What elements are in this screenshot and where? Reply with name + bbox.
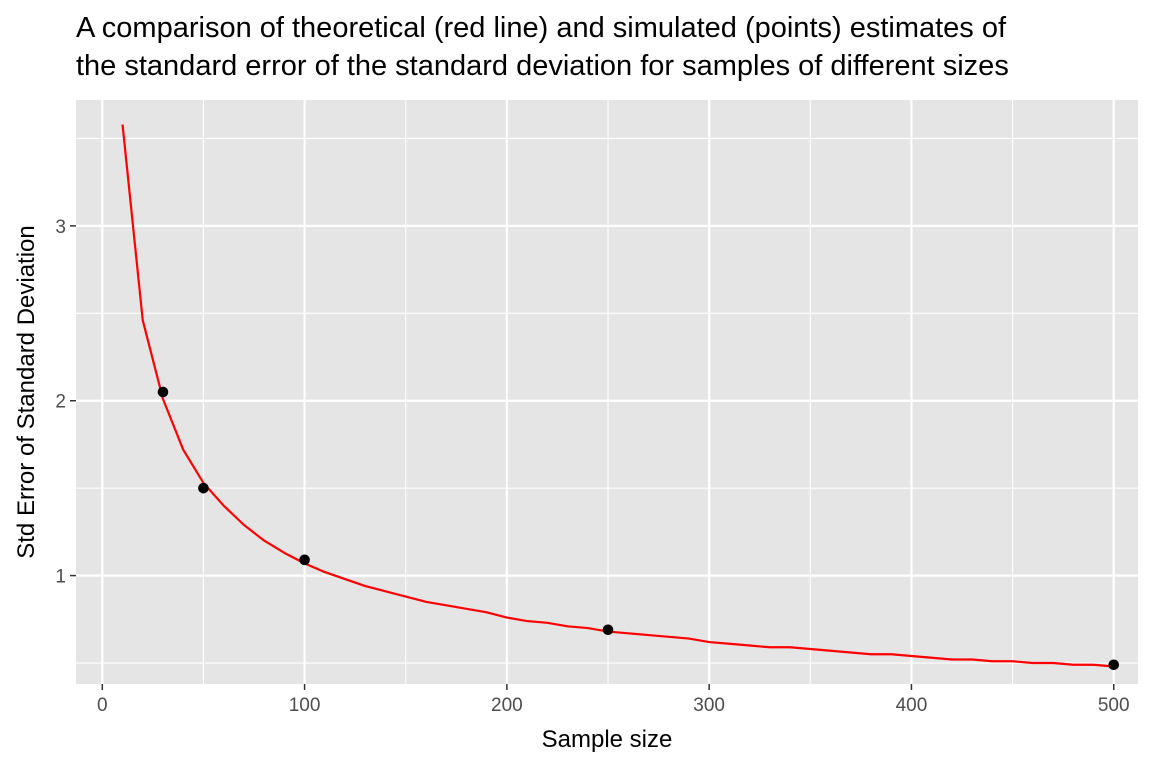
y-tick-label: 2 — [55, 392, 66, 413]
major-gridlines — [76, 100, 1138, 684]
simulated-point — [602, 624, 614, 636]
plot-panel — [76, 100, 1138, 684]
x-tick-label: 400 — [896, 695, 928, 716]
simulated-point — [198, 482, 209, 494]
chart-title-line-2: the standard error of the standard devia… — [76, 50, 1009, 82]
x-tick-label: 0 — [97, 695, 108, 716]
simulated-point — [157, 386, 169, 398]
simulated-point — [1108, 659, 1120, 671]
x-tick-label: 100 — [289, 695, 321, 716]
y-tick-label: 1 — [55, 567, 66, 588]
theoretical-line — [121, 124, 1114, 668]
y-axis: 1 2 3 — [55, 217, 76, 588]
y-axis-title: Std Error of Standard Deviation — [13, 225, 40, 559]
simulated-point — [299, 554, 310, 566]
minor-gridlines — [76, 100, 1138, 684]
simulated-points-series — [157, 386, 1120, 671]
x-tick-label: 500 — [1098, 695, 1130, 716]
y-tick-label: 3 — [55, 217, 66, 238]
x-axis: 0 100 200 300 400 500 — [97, 684, 1130, 716]
x-axis-title: Sample size — [542, 726, 673, 753]
chart-title: A comparison of theoretical (red line) a… — [76, 12, 1009, 82]
theoretical-line-series — [121, 124, 1114, 668]
chart-title-line-1: A comparison of theoretical (red line) a… — [76, 12, 1007, 44]
x-tick-label: 200 — [491, 695, 523, 716]
x-tick-label: 300 — [693, 695, 725, 716]
